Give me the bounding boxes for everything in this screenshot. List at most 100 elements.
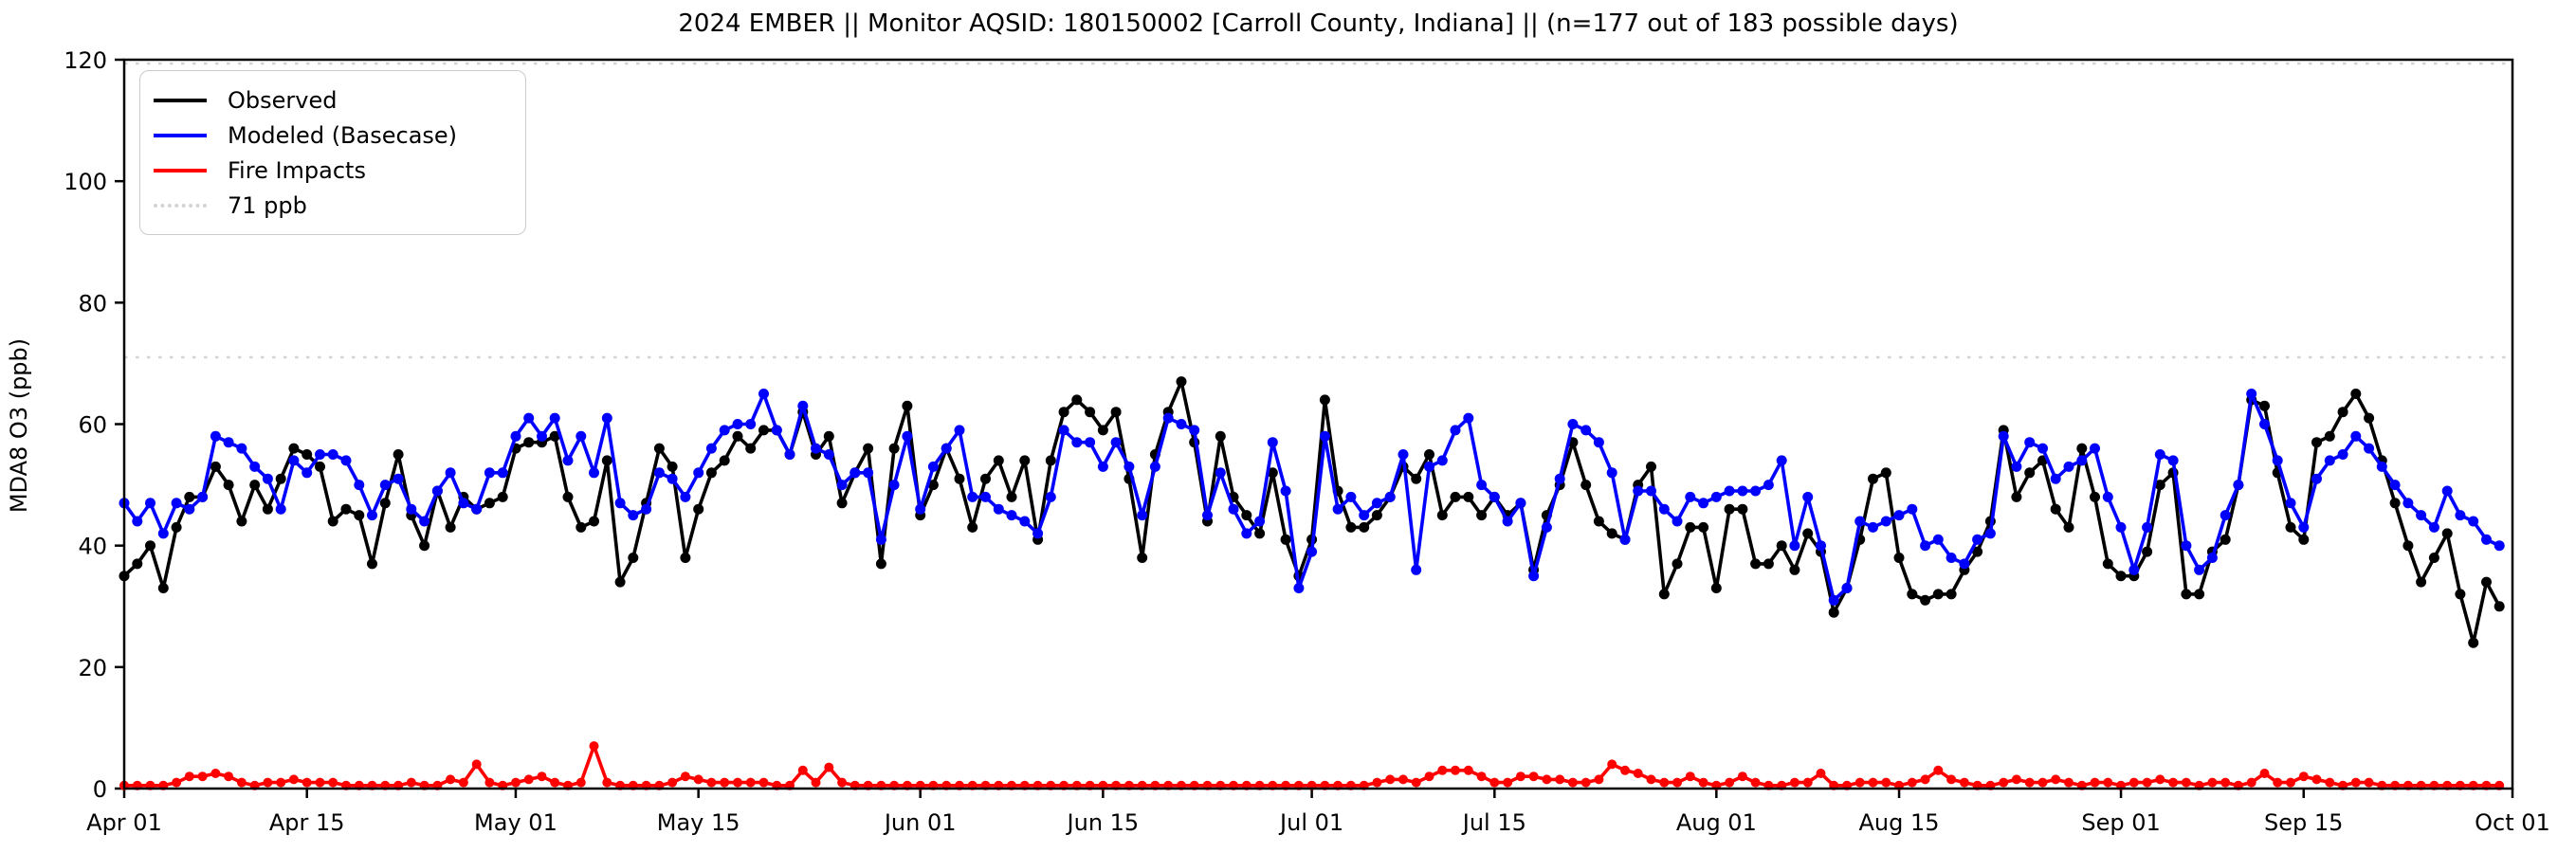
data-point bbox=[1685, 521, 1696, 533]
data-point bbox=[458, 498, 469, 509]
data-point bbox=[902, 430, 913, 442]
data-point bbox=[2350, 430, 2362, 442]
data-point bbox=[614, 576, 626, 588]
data-point bbox=[1463, 765, 1473, 775]
data-point bbox=[1528, 571, 1540, 582]
data-point bbox=[2024, 437, 2036, 448]
data-point bbox=[484, 777, 495, 788]
data-point bbox=[2220, 534, 2231, 545]
data-point bbox=[2076, 455, 2088, 466]
data-point bbox=[954, 425, 965, 436]
x-tick-label: May 01 bbox=[474, 809, 557, 836]
data-point bbox=[537, 430, 547, 442]
data-point bbox=[2298, 771, 2309, 782]
data-point bbox=[1946, 774, 1957, 785]
data-point bbox=[1528, 771, 1539, 782]
data-point bbox=[2155, 774, 2165, 785]
data-point bbox=[1789, 540, 1800, 552]
data-point bbox=[249, 461, 261, 472]
data-point bbox=[1215, 430, 1226, 442]
data-point bbox=[2194, 589, 2205, 600]
x-tick-label: Sep 15 bbox=[2264, 809, 2343, 836]
data-point bbox=[823, 449, 834, 460]
data-point bbox=[1463, 412, 1474, 424]
data-point bbox=[1907, 589, 1918, 600]
data-point bbox=[1384, 491, 1396, 502]
data-point bbox=[210, 461, 221, 472]
data-point bbox=[2024, 467, 2036, 479]
data-point bbox=[954, 473, 965, 484]
legend-label: Observed bbox=[228, 86, 338, 114]
data-point bbox=[1450, 491, 1461, 502]
data-point bbox=[497, 491, 508, 502]
data-point bbox=[145, 498, 155, 509]
data-point bbox=[2402, 498, 2414, 509]
data-point bbox=[1032, 528, 1044, 539]
data-point bbox=[2051, 774, 2061, 785]
data-point bbox=[1215, 467, 1226, 479]
data-point bbox=[1254, 528, 1266, 539]
data-point bbox=[706, 777, 717, 788]
data-point bbox=[1267, 467, 1278, 479]
data-point bbox=[784, 449, 795, 460]
data-point bbox=[1594, 774, 1604, 785]
data-point bbox=[797, 765, 808, 775]
data-point bbox=[1828, 607, 1839, 618]
data-point bbox=[824, 762, 834, 772]
data-point bbox=[836, 498, 848, 509]
data-point bbox=[1463, 491, 1474, 502]
data-point bbox=[132, 516, 143, 527]
data-point bbox=[993, 455, 1004, 466]
data-point bbox=[171, 521, 182, 533]
data-point bbox=[719, 455, 730, 466]
data-point bbox=[1698, 521, 1709, 533]
data-point bbox=[1124, 461, 1135, 472]
data-point bbox=[2389, 498, 2401, 509]
data-point bbox=[2011, 491, 2022, 502]
data-point bbox=[419, 540, 430, 552]
data-point bbox=[1411, 777, 1421, 788]
data-point bbox=[1567, 777, 1578, 788]
data-point bbox=[2350, 389, 2362, 399]
legend-label: Fire Impacts bbox=[228, 156, 366, 184]
data-point bbox=[575, 521, 587, 533]
data-point bbox=[1698, 777, 1708, 788]
data-point bbox=[393, 473, 404, 484]
data-point bbox=[367, 510, 377, 521]
data-point bbox=[1554, 473, 1565, 484]
data-point bbox=[1372, 777, 1382, 788]
data-point bbox=[2389, 480, 2401, 491]
data-point bbox=[1672, 516, 1683, 527]
data-point bbox=[1411, 564, 1422, 575]
data-point bbox=[2259, 419, 2270, 429]
plot-border bbox=[122, 58, 2514, 790]
data-point bbox=[1737, 771, 1747, 782]
data-point bbox=[1854, 777, 1865, 788]
data-point bbox=[1045, 455, 1056, 466]
data-point bbox=[471, 759, 482, 770]
data-point bbox=[601, 412, 612, 424]
data-point bbox=[1724, 485, 1735, 497]
data-point bbox=[2273, 777, 2283, 788]
data-point bbox=[837, 777, 848, 788]
data-point bbox=[1137, 510, 1148, 521]
data-point bbox=[888, 480, 900, 491]
data-point bbox=[2154, 449, 2165, 460]
threshold-dotted-sample-icon bbox=[154, 203, 207, 208]
data-point bbox=[1685, 771, 1695, 782]
data-point bbox=[1802, 528, 1814, 539]
data-point bbox=[354, 480, 365, 491]
data-point bbox=[1725, 777, 1735, 788]
data-point bbox=[2481, 534, 2492, 545]
data-point bbox=[1097, 461, 1108, 472]
data-point bbox=[1920, 774, 1930, 785]
data-point bbox=[1893, 510, 1905, 521]
data-point bbox=[223, 437, 234, 448]
data-point bbox=[680, 491, 691, 502]
fire-line-sample-icon bbox=[154, 168, 207, 172]
data-point bbox=[550, 777, 560, 788]
data-point bbox=[2298, 521, 2310, 533]
data-point bbox=[2428, 521, 2439, 533]
x-tick-label: May 15 bbox=[657, 809, 740, 836]
data-point bbox=[1646, 485, 1656, 497]
